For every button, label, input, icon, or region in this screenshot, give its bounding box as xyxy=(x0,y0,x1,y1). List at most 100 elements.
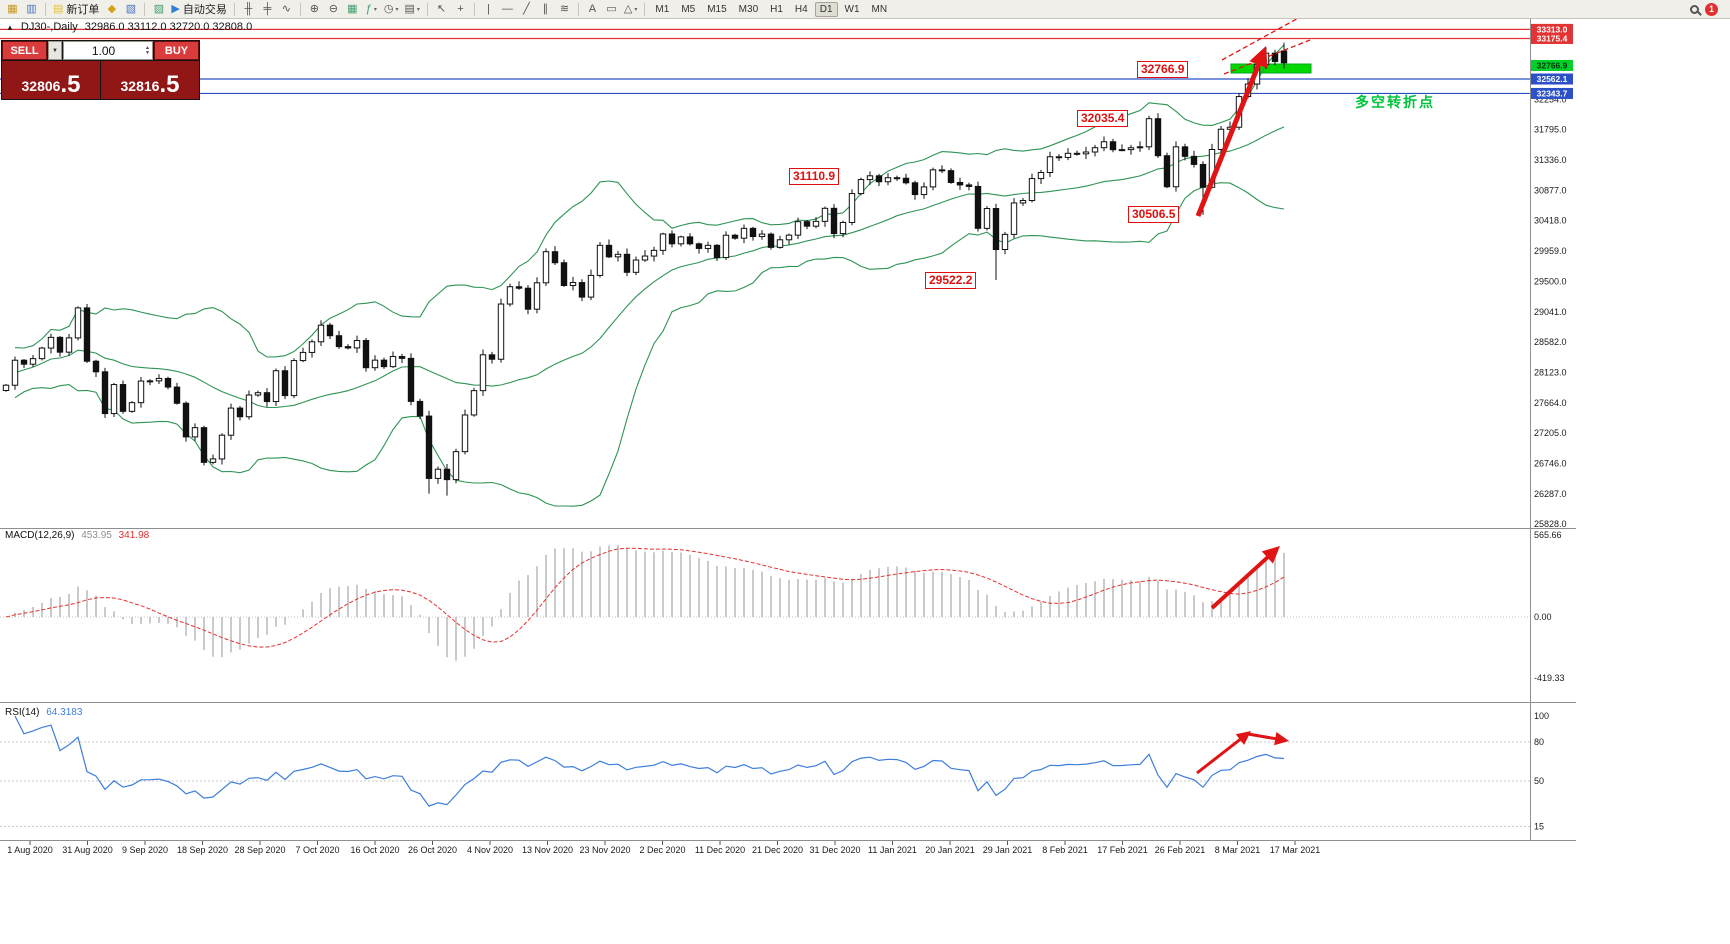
new-chart-icon[interactable]: ▦ xyxy=(4,1,21,17)
crosshair-icon[interactable]: + xyxy=(452,1,469,17)
stepper-down-icon[interactable]: ▼ xyxy=(145,49,150,56)
search-icon[interactable] xyxy=(1690,4,1699,14)
price-flag[interactable]: 30506.5 xyxy=(1128,206,1180,223)
tile-windows-icon: ▦ xyxy=(347,3,358,15)
chart-profiles-icon: ▥ xyxy=(26,3,37,15)
support-zone-rect xyxy=(1230,63,1312,74)
vertical-line-icon[interactable]: | xyxy=(480,1,497,17)
rsi-panel[interactable] xyxy=(0,715,1530,827)
price-flag[interactable]: 32035.4 xyxy=(1077,110,1129,127)
price-flag[interactable]: 29522.2 xyxy=(925,272,977,289)
chart-profiles-icon[interactable]: ▥ xyxy=(23,1,40,17)
svg-text:31 Aug 2020: 31 Aug 2020 xyxy=(62,845,113,855)
svg-text:25828.0: 25828.0 xyxy=(1534,519,1567,529)
shapes-icon[interactable]: △ ▾ xyxy=(622,1,639,17)
market-watch-icon[interactable]: ◆ xyxy=(103,1,120,17)
svg-text:29500.0: 29500.0 xyxy=(1534,276,1567,286)
candlestick-chart-icon[interactable]: ╪ xyxy=(259,1,276,17)
rsi-label: RSI(14) 64.3183 xyxy=(5,707,86,718)
data-window-icon: ▧ xyxy=(125,3,137,15)
horizontal-line-icon[interactable]: — xyxy=(499,1,516,17)
price-tag xyxy=(1531,87,1573,99)
svg-text:565.66: 565.66 xyxy=(1534,530,1562,540)
text-icon[interactable]: A xyxy=(584,1,601,17)
timeframe-button-M15[interactable]: M15 xyxy=(707,3,727,15)
timeframe-button-W1[interactable]: W1 xyxy=(844,3,860,15)
sell-price[interactable]: 32806 .5 xyxy=(2,61,100,99)
trade-prices-row: 32806 .5 32816 .5 xyxy=(2,61,199,99)
templates-icon: ▤ xyxy=(404,3,415,15)
tile-windows-icon[interactable]: ▦ xyxy=(344,1,361,17)
toolbar-separator xyxy=(233,2,235,16)
buy-price[interactable]: 32816 .5 xyxy=(101,61,199,99)
svg-text:30877.0: 30877.0 xyxy=(1534,185,1567,195)
vertical-line-icon: | xyxy=(486,3,490,15)
zoom-out-icon[interactable]: ⊖ xyxy=(325,1,342,17)
zoom-in-icon[interactable]: ⊕ xyxy=(306,1,323,17)
timeframe-button-MN[interactable]: MN xyxy=(871,3,888,15)
toolbar-separator xyxy=(644,2,646,16)
toolbar-separator xyxy=(45,2,46,16)
price-flag[interactable]: 31110.9 xyxy=(789,168,840,185)
text-icon: A xyxy=(588,3,597,15)
timeframe-button-M1[interactable]: M1 xyxy=(655,3,670,15)
timeframe-button-H1[interactable]: H1 xyxy=(770,3,783,15)
trendline-icon[interactable]: ╱ xyxy=(518,1,535,17)
macd-main-value: 453.95 xyxy=(81,530,112,541)
macd-signal-value: 341.98 xyxy=(118,530,150,541)
line-chart-icon[interactable]: ∿ xyxy=(278,1,295,17)
price-flag[interactable]: 32766.9 xyxy=(1137,61,1189,78)
macd-panel[interactable] xyxy=(0,545,1530,661)
price-tag xyxy=(1531,73,1573,85)
svg-text:28 Sep 2020: 28 Sep 2020 xyxy=(234,845,285,855)
templates-icon[interactable]: ▤ ▾ xyxy=(403,1,422,17)
svg-text:28582.0: 28582.0 xyxy=(1534,337,1567,347)
svg-text:33175.4: 33175.4 xyxy=(1537,34,1568,44)
volume-input[interactable] xyxy=(64,43,144,58)
trendline-icon: ╱ xyxy=(523,3,530,15)
bar-chart-icon[interactable]: ╫ xyxy=(240,1,257,17)
svg-text:26 Oct 2020: 26 Oct 2020 xyxy=(408,845,457,855)
svg-text:27205.0: 27205.0 xyxy=(1534,428,1567,438)
svg-text:32562.1: 32562.1 xyxy=(1537,74,1568,84)
timeframe-button-H4[interactable]: H4 xyxy=(794,3,808,15)
timeframe-button-D1[interactable]: D1 xyxy=(814,1,838,17)
volume-stepper[interactable]: ▲ ▼ xyxy=(143,44,152,56)
svg-text:31 Dec 2020: 31 Dec 2020 xyxy=(809,845,860,855)
autotrading-button-label: 自动交易 xyxy=(182,4,227,16)
main-price-panel[interactable] xyxy=(0,28,1530,507)
svg-text:26 Feb 2021: 26 Feb 2021 xyxy=(1155,845,1206,855)
indicators-icon[interactable]: ƒ ▾ xyxy=(363,1,380,17)
autotrading-button[interactable]: ▶ 自动交易 xyxy=(169,1,228,17)
svg-text:9 Sep 2020: 9 Sep 2020 xyxy=(122,845,168,855)
stepper-up-icon[interactable]: ▲ xyxy=(145,44,150,51)
svg-text:17 Feb 2021: 17 Feb 2021 xyxy=(1097,845,1148,855)
cursor-icon[interactable]: ↖ xyxy=(433,1,450,17)
annotation-note[interactable]: 多空转折点 xyxy=(1355,94,1435,110)
terminal-icon[interactable]: ▨ xyxy=(150,1,167,17)
collapse-panel-icon[interactable]: ▲ xyxy=(6,22,14,32)
notification-badge[interactable]: 1 xyxy=(1705,2,1718,16)
buy-button[interactable]: BUY xyxy=(154,41,199,60)
dashed-trendline xyxy=(1221,15,1303,61)
svg-text:4 Nov 2020: 4 Nov 2020 xyxy=(467,845,513,855)
svg-text:-419.33: -419.33 xyxy=(1534,673,1565,683)
label-icon[interactable]: ▭ xyxy=(603,1,620,17)
terminal-icon: ▨ xyxy=(153,3,165,15)
buy-price-main: 32816 xyxy=(120,78,160,94)
sell-button[interactable]: SELL xyxy=(2,41,47,60)
periods-icon[interactable]: ◷ ▾ xyxy=(382,1,401,17)
svg-text:33313.0: 33313.0 xyxy=(1537,25,1568,35)
timeframe-button-M5[interactable]: M5 xyxy=(681,3,696,15)
order-type-dropdown[interactable]: ▼ xyxy=(48,41,62,60)
timeframe-button-M30[interactable]: M30 xyxy=(738,3,759,15)
one-click-trading-panel: SELL ▼ ▲ ▼ BUY 32806 .5 32816 .5 xyxy=(1,40,200,100)
channel-icon[interactable]: ∥ xyxy=(537,1,554,17)
svg-text:31336.0: 31336.0 xyxy=(1534,155,1567,165)
trend-arrow xyxy=(1195,57,1264,217)
fibonacci-icon[interactable]: ≋ xyxy=(556,1,573,17)
data-window-icon[interactable]: ▧ xyxy=(122,1,139,17)
periods-icon: ◷ xyxy=(383,3,394,15)
new-order-button[interactable]: ▤ 新订单 xyxy=(51,1,101,17)
